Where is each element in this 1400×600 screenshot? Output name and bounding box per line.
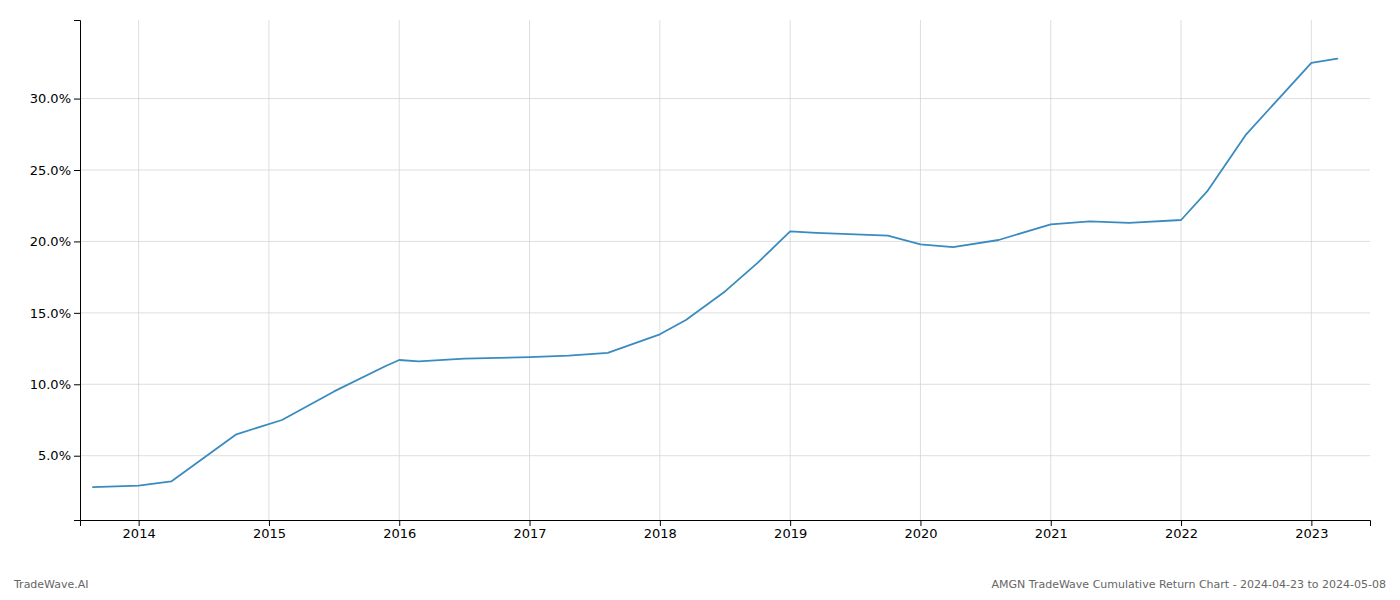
y-tick-label: 15.0% <box>30 306 71 321</box>
line <box>93 59 1337 488</box>
x-tick: 2022 <box>1165 520 1198 541</box>
grid-line-y <box>80 241 1370 242</box>
grid-line-x <box>268 20 269 520</box>
x-tick-label: 2016 <box>383 526 416 541</box>
plot: 2014 2015 2016 2017 2018 2019 2020 2021 2022 2023… <box>30 20 1371 541</box>
x-tick-mark <box>1051 520 1052 526</box>
x-tick: 2021 <box>1035 520 1068 541</box>
x-tick-label: 2019 <box>774 526 807 541</box>
y-tick: 30.0% <box>30 91 80 106</box>
grid-line-x <box>1181 20 1182 520</box>
y-tick: 15.0% <box>30 306 80 321</box>
footer-right: AMGN TradeWave Cumulative Return Chart -… <box>992 578 1386 591</box>
grid-line-x <box>1311 20 1312 520</box>
x-tick-label: 2014 <box>123 526 156 541</box>
grid-line-y <box>80 98 1370 99</box>
x-tick-mark <box>269 520 270 526</box>
x-tick: 2017 <box>513 520 546 541</box>
x-tick-mark <box>660 520 661 526</box>
y-tick: 20.0% <box>30 234 80 249</box>
grid-line-x <box>1050 20 1051 520</box>
chart: 2014 2015 2016 2017 2018 2019 2020 2021 2022 2023… <box>0 0 1400 600</box>
y-tick-mark <box>74 170 80 171</box>
x-tick-label: 2020 <box>904 526 937 541</box>
y-tick-mark <box>74 456 80 457</box>
x-tick: 2018 <box>644 520 677 541</box>
x-tick-mark <box>139 520 140 526</box>
y-tick-mark <box>74 384 80 385</box>
marks <box>93 59 1337 488</box>
x-tick-label: 2017 <box>513 526 546 541</box>
y-tick: 5.0% <box>38 448 80 463</box>
grid-line-y <box>80 170 1370 171</box>
y-axis: 5.0% 10.0% 15.0% 20.0% 25.0% 30.0% <box>30 21 81 521</box>
x-tick-mark <box>1181 520 1182 526</box>
grid-line-y <box>80 384 1370 385</box>
x-tick: 2014 <box>123 520 156 541</box>
x-tick-label: 2015 <box>253 526 286 541</box>
grid-line-x <box>659 20 660 520</box>
x-tick: 2016 <box>383 520 416 541</box>
y-tick-mark <box>74 241 80 242</box>
x-tick-label: 2021 <box>1035 526 1068 541</box>
x-tick-mark <box>530 520 531 526</box>
x-tick: 2019 <box>774 520 807 541</box>
grid-line-x <box>138 20 139 520</box>
x-tick-mark <box>920 520 921 526</box>
x-tick: 2020 <box>904 520 937 541</box>
x-tick: 2023 <box>1295 520 1328 541</box>
y-tick-mark <box>74 99 80 100</box>
grid-line-x <box>920 20 921 520</box>
y-tick-label: 25.0% <box>30 163 71 178</box>
grid-line-y <box>80 312 1370 313</box>
grid-line-x <box>399 20 400 520</box>
x-tick-mark <box>790 520 791 526</box>
grid-line-x <box>790 20 791 520</box>
y-axis-line <box>74 21 81 521</box>
x-axis-line <box>81 521 1371 527</box>
y-tick-label: 10.0% <box>30 377 71 392</box>
x-tick: 2015 <box>253 520 286 541</box>
x-tick-label: 2023 <box>1295 526 1328 541</box>
grid <box>80 20 1370 520</box>
x-tick-label: 2018 <box>644 526 677 541</box>
y-tick: 10.0% <box>30 377 80 392</box>
y-tick-mark <box>74 313 80 314</box>
x-tick-mark <box>399 520 400 526</box>
grid-line-y <box>80 455 1370 456</box>
footer-left: TradeWave.AI <box>13 578 89 591</box>
x-tick-label: 2022 <box>1165 526 1198 541</box>
y-tick-label: 20.0% <box>30 234 71 249</box>
x-tick-mark <box>1311 520 1312 526</box>
x-axis: 2014 2015 2016 2017 2018 2019 2020 2021 2022 2023 <box>81 520 1371 541</box>
y-tick-label: 30.0% <box>30 91 71 106</box>
grid-line-x <box>529 20 530 520</box>
y-tick: 25.0% <box>30 163 80 178</box>
y-tick-label: 5.0% <box>38 448 71 463</box>
